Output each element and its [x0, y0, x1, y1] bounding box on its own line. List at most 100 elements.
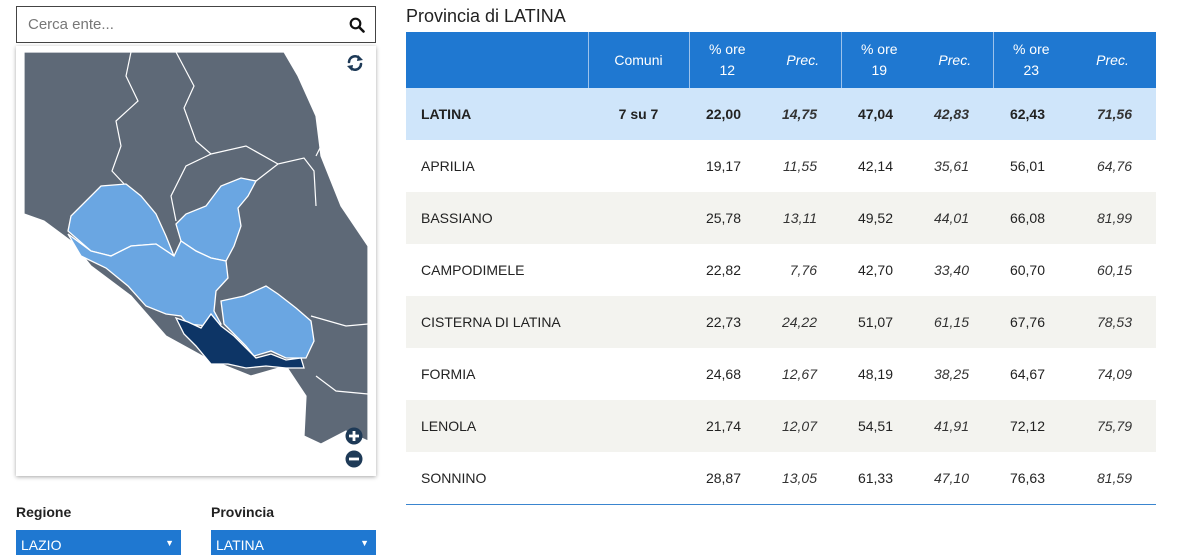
header-prec19[interactable]: Prec.: [917, 32, 993, 88]
cell-comuni: [588, 348, 689, 400]
cell-name: BASSIANO: [406, 192, 588, 244]
cell-comuni: [588, 296, 689, 348]
cell-prec12: 13,11: [765, 192, 841, 244]
table-header-row: Comuni % ore 12 Prec. % ore 19 Prec. % ore…: [406, 32, 1156, 88]
cell-prec19: 38,25: [933, 366, 969, 382]
cell-prec19: 41,91: [917, 400, 993, 452]
cell-prec12: 13,05: [765, 452, 841, 505]
provincia-value: LATINA: [216, 537, 264, 553]
table-row[interactable]: CISTERNA DI LATINA 22,73 24,22 51,07 61,…: [406, 296, 1156, 348]
cell-comuni: [588, 244, 689, 296]
map-province-roma: [67, 233, 229, 327]
cell-ore12: 28,87: [689, 452, 765, 505]
provincia-label: Provincia: [211, 504, 275, 520]
search-icon[interactable]: [339, 7, 375, 42]
cell-prec19: 35,61: [933, 158, 969, 174]
regione-value: LAZIO: [21, 537, 62, 553]
search-input[interactable]: [17, 7, 339, 42]
cell-prec23: 81,59: [1069, 452, 1156, 505]
cell-ore12: 22,00: [689, 88, 765, 140]
cell-ore19: 42,14: [857, 158, 893, 174]
cell-ore23: 67,76: [993, 296, 1069, 348]
header-prec12[interactable]: Prec.: [765, 32, 841, 88]
cell-ore23: 64,67: [1009, 366, 1045, 382]
map-panel: [16, 46, 376, 476]
cell-ore19: 61,33: [841, 452, 917, 505]
cell-ore12: 22,73: [689, 296, 765, 348]
caret-down-icon: ▼: [360, 538, 369, 548]
cell-name: FORMIA: [421, 366, 476, 382]
cell-prec12: 11,55: [783, 158, 817, 174]
cell-ore12: 19,17: [705, 158, 741, 174]
caret-down-icon: ▼: [165, 538, 174, 548]
cell-prec23: 74,09: [1096, 366, 1132, 382]
cell-prec12: 7,76: [789, 262, 817, 278]
cell-ore12: 25,78: [689, 192, 765, 244]
cell-prec12: 12,67: [781, 366, 817, 382]
cell-prec19: 61,15: [917, 296, 993, 348]
header-ore23[interactable]: % ore 23: [992, 32, 1069, 88]
cell-comuni: [588, 400, 689, 452]
refresh-icon[interactable]: [345, 53, 365, 73]
zoom-out-icon[interactable]: [345, 450, 363, 468]
table-row[interactable]: SONNINO 28,87 13,05 61,33 47,10 76,63 81…: [406, 452, 1156, 505]
provincia-select[interactable]: LATINA ▼: [211, 530, 376, 555]
cell-ore23: 62,43: [993, 88, 1069, 140]
cell-prec23: 78,53: [1069, 296, 1156, 348]
cell-prec23: 64,76: [1096, 158, 1132, 174]
cell-ore23: 56,01: [1009, 158, 1045, 174]
header-ore19[interactable]: % ore 19: [840, 32, 917, 88]
cell-ore12: 24,68: [705, 366, 741, 382]
cell-name: CAMPODIMELE: [421, 262, 525, 278]
cell-prec12: 24,22: [765, 296, 841, 348]
cell-prec12: 14,75: [765, 88, 841, 140]
cell-name: APRILIA: [421, 158, 475, 174]
cell-ore19: 54,51: [841, 400, 917, 452]
cell-prec23: 71,56: [1069, 88, 1156, 140]
map-province-latina[interactable]: [174, 312, 305, 369]
map-province-frosinone: [220, 285, 315, 359]
map-borders: [111, 51, 369, 395]
table-row[interactable]: APRILIA 19,17 11,55 42,14 35,61 56,01 64…: [406, 140, 1156, 192]
cell-prec12: 12,07: [765, 400, 841, 452]
header-ente: [406, 32, 588, 88]
cell-ore12: 21,74: [689, 400, 765, 452]
cell-ore19: 49,52: [841, 192, 917, 244]
header-comuni[interactable]: Comuni: [587, 32, 689, 88]
cell-ore19: 42,70: [857, 262, 893, 278]
cell-ore12: 22,82: [705, 262, 741, 278]
zoom-in-icon[interactable]: [345, 427, 363, 445]
cell-ore19: 48,19: [857, 366, 893, 382]
cell-ore23: 76,63: [993, 452, 1069, 505]
results-table: Comuni % ore 12 Prec. % ore 19 Prec. % ore…: [406, 32, 1156, 505]
table-row[interactable]: BASSIANO 25,78 13,11 49,52 44,01 66,08 8…: [406, 192, 1156, 244]
cell-name: SONNINO: [406, 452, 588, 505]
search-box: [16, 6, 376, 43]
cell-prec23: 60,15: [1096, 262, 1132, 278]
cell-name: LENOLA: [406, 400, 588, 452]
cell-prec23: 81,99: [1069, 192, 1156, 244]
cell-ore23: 72,12: [993, 400, 1069, 452]
cell-prec19: 47,10: [917, 452, 993, 505]
table-row[interactable]: CAMPODIMELE 22,82 7,76 42,70 33,40 60,70…: [406, 244, 1156, 296]
table-row-total[interactable]: LATINA 7 su 7 22,00 14,75 47,04 42,83 62…: [406, 88, 1156, 140]
table-row[interactable]: LENOLA 21,74 12,07 54,51 41,91 72,12 75,…: [406, 400, 1156, 452]
cell-comuni: [588, 192, 689, 244]
cell-ore19: 51,07: [841, 296, 917, 348]
regione-label: Regione: [16, 504, 72, 520]
cell-prec19: 42,83: [917, 88, 993, 140]
header-ore12[interactable]: % ore 12: [688, 32, 765, 88]
cell-comuni: [588, 452, 689, 505]
cell-comuni: [588, 140, 689, 192]
cell-ore23: 66,08: [993, 192, 1069, 244]
cell-name: CISTERNA DI LATINA: [406, 296, 588, 348]
cell-ore19: 47,04: [841, 88, 917, 140]
cell-prec23: 75,79: [1069, 400, 1156, 452]
page-title: Provincia di LATINA: [406, 6, 566, 26]
cell-prec19: 44,01: [917, 192, 993, 244]
header-prec23[interactable]: Prec.: [1069, 32, 1156, 88]
table-row[interactable]: FORMIA 24,68 12,67 48,19 38,25 64,67 74,…: [406, 348, 1156, 400]
regione-select[interactable]: LAZIO ▼: [16, 530, 181, 555]
cell-prec19: 33,40: [933, 262, 969, 278]
cell-ore23: 60,70: [1009, 262, 1045, 278]
